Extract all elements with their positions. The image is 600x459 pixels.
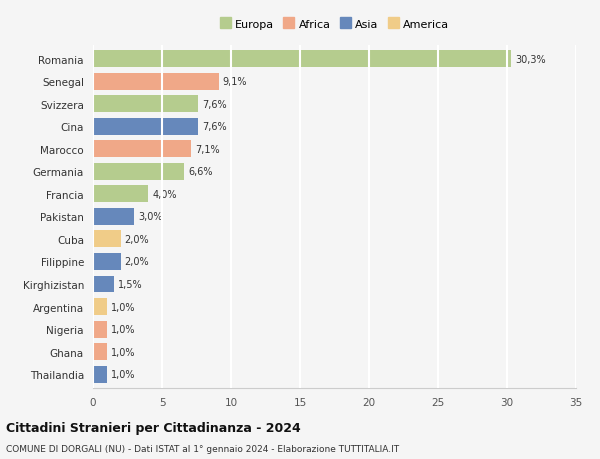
Text: 1,0%: 1,0% — [111, 325, 136, 334]
Bar — [93, 208, 134, 225]
Bar — [93, 253, 121, 270]
Text: 1,0%: 1,0% — [111, 369, 136, 379]
Bar — [93, 118, 198, 135]
Bar — [93, 343, 107, 360]
Text: 1,5%: 1,5% — [118, 280, 142, 289]
Text: Cittadini Stranieri per Cittadinanza - 2024: Cittadini Stranieri per Cittadinanza - 2… — [6, 421, 301, 434]
Bar — [93, 51, 511, 68]
Text: 7,6%: 7,6% — [202, 122, 227, 132]
Text: 7,1%: 7,1% — [195, 145, 220, 154]
Bar — [93, 321, 107, 338]
Legend: Europa, Africa, Asia, America: Europa, Africa, Asia, America — [218, 17, 451, 33]
Text: 3,0%: 3,0% — [139, 212, 163, 222]
Bar — [93, 73, 218, 90]
Bar — [93, 163, 184, 180]
Bar — [93, 366, 107, 383]
Text: 2,0%: 2,0% — [125, 257, 149, 267]
Text: 4,0%: 4,0% — [152, 190, 177, 199]
Text: 6,6%: 6,6% — [188, 167, 213, 177]
Text: 2,0%: 2,0% — [125, 235, 149, 244]
Bar — [93, 141, 191, 158]
Text: 30,3%: 30,3% — [515, 55, 546, 64]
Text: 9,1%: 9,1% — [223, 77, 247, 87]
Bar — [93, 298, 107, 315]
Bar — [93, 186, 148, 203]
Bar — [93, 96, 198, 113]
Text: 1,0%: 1,0% — [111, 302, 136, 312]
Bar — [93, 276, 114, 293]
Text: 1,0%: 1,0% — [111, 347, 136, 357]
Text: 7,6%: 7,6% — [202, 100, 227, 109]
Text: COMUNE DI DORGALI (NU) - Dati ISTAT al 1° gennaio 2024 - Elaborazione TUTTITALIA: COMUNE DI DORGALI (NU) - Dati ISTAT al 1… — [6, 444, 399, 453]
Bar — [93, 231, 121, 248]
